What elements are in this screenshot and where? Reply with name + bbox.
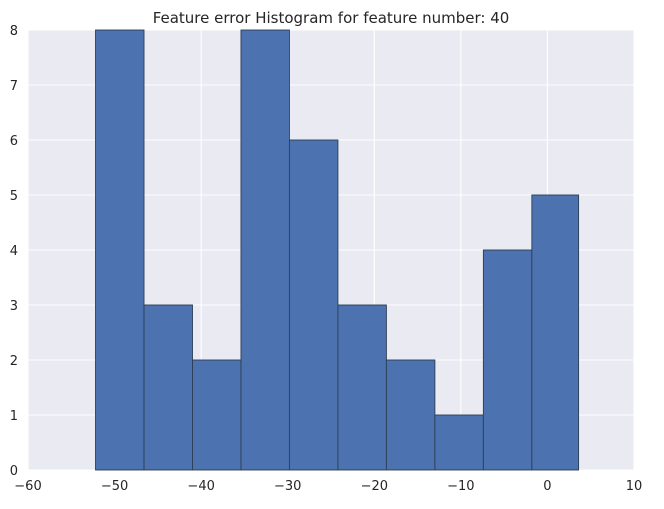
histogram-bar [192, 359, 242, 471]
histogram-bar [143, 304, 193, 471]
y-tick-label: 4 [10, 244, 18, 259]
x-tick-label: −50 [101, 479, 128, 494]
y-tick-label: 0 [10, 464, 18, 479]
histogram-bar [240, 29, 290, 471]
x-tick-label: −60 [14, 479, 41, 494]
y-axis-tick-labels: 0 1 2 3 4 5 6 7 8 [10, 24, 18, 479]
x-tick-label: −40 [187, 479, 214, 494]
histogram-bar [434, 414, 484, 471]
histogram-bar [482, 249, 533, 471]
y-tick-label: 5 [10, 189, 18, 204]
y-tick-label: 2 [10, 354, 18, 369]
y-tick-label: 1 [10, 409, 18, 424]
y-tick-label: 6 [10, 134, 18, 149]
y-tick-label: 7 [10, 79, 18, 94]
histogram-bar [337, 304, 387, 471]
x-tick-label: −30 [274, 479, 301, 494]
histogram-bar [531, 194, 580, 471]
y-tick-label: 8 [10, 24, 18, 39]
x-tick-label: 0 [543, 479, 551, 494]
x-tick-label: −20 [361, 479, 388, 494]
y-tick-label: 3 [10, 299, 18, 314]
histogram-bars [95, 29, 580, 471]
x-tick-label: 10 [626, 479, 643, 494]
histogram-bar [385, 359, 436, 471]
histogram-bar [95, 29, 145, 471]
chart-title: Feature error Histogram for feature numb… [153, 9, 510, 27]
x-tick-label: −10 [447, 479, 474, 494]
x-axis-tick-labels: −60 −50 −40 −30 −20 −10 0 10 [14, 479, 642, 494]
histogram-bar [288, 139, 339, 471]
